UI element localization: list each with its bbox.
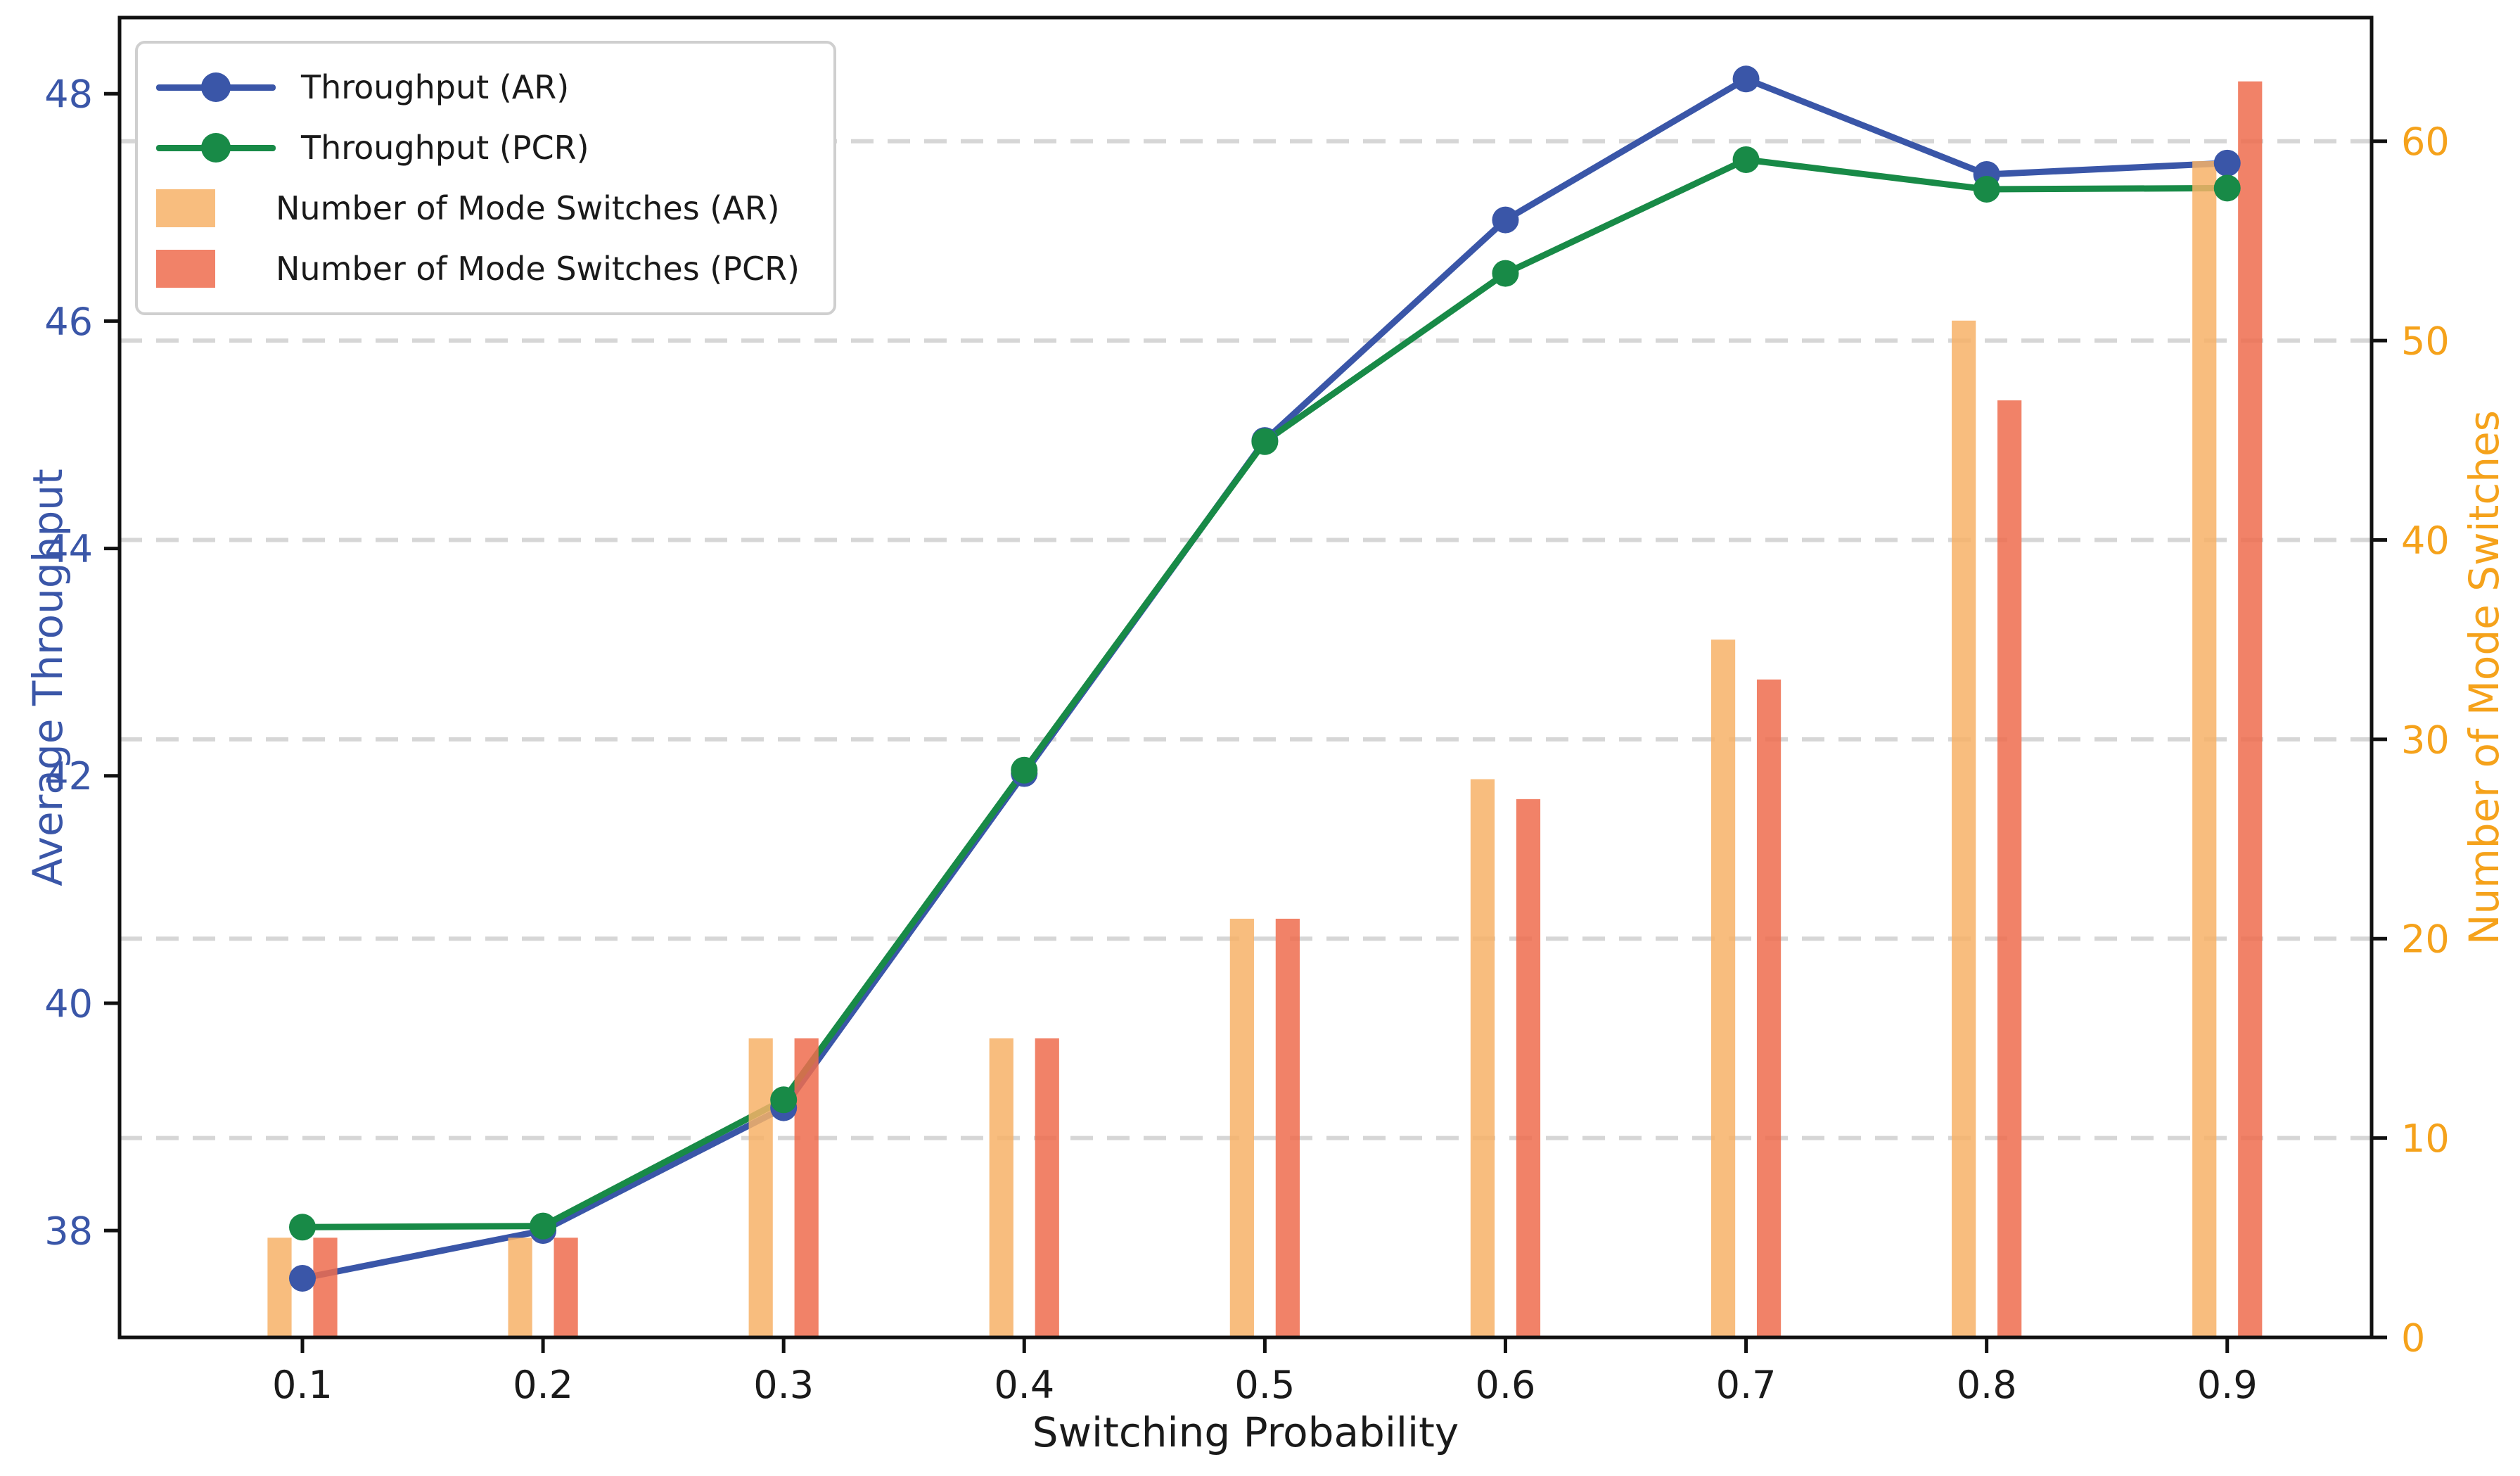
- y-left-axis-title: Average Throughput: [24, 469, 72, 886]
- bar-ar: [1952, 320, 1976, 1338]
- bar-pcr: [1516, 799, 1541, 1337]
- marker-ar: [1492, 206, 1519, 234]
- marker-pcr: [1251, 428, 1279, 455]
- legend-item-label: Throughput (PCR): [301, 129, 589, 167]
- line-series-pcr: [299, 156, 2231, 1230]
- bar-pcr: [313, 1238, 338, 1337]
- y-right-tick-label: 50: [2401, 319, 2450, 364]
- bar-swatch-ar-icon: [156, 189, 215, 227]
- marker-pcr: [288, 1214, 316, 1241]
- bar-pcr: [1035, 1038, 1059, 1337]
- bar-pcr: [794, 1038, 819, 1337]
- bar-pcr: [1997, 400, 2022, 1337]
- y-right-tick-label: 20: [2401, 917, 2450, 962]
- marker-ar: [288, 1264, 316, 1292]
- bar-ar: [1470, 779, 1495, 1337]
- y-right-tick-label: 30: [2401, 718, 2450, 762]
- line-marker-swatch-ar-icon: [156, 72, 276, 102]
- y-right-tick-label: 0: [2401, 1316, 2425, 1360]
- legend-item-switches-ar: Number of Mode Switches (AR): [156, 182, 800, 235]
- y-left-tick-label: 48: [44, 72, 93, 117]
- bar-pcr: [1756, 679, 1782, 1337]
- bar-ar: [508, 1238, 532, 1337]
- x-tick-label: 0.4: [994, 1363, 1054, 1407]
- bar-ar: [267, 1238, 292, 1337]
- bar-pcr: [1275, 918, 1300, 1337]
- marker-pcr: [530, 1212, 557, 1240]
- x-axis-title: Switching Probability: [1032, 1408, 1459, 1456]
- marker-pcr: [1732, 146, 1760, 173]
- marker-ar: [1732, 65, 1760, 93]
- marker-pcr: [2213, 174, 2241, 202]
- legend: Throughput (AR) Throughput (PCR) Number …: [135, 41, 837, 315]
- bar-ar: [748, 1038, 773, 1337]
- y-left-tick-label: 40: [44, 981, 93, 1026]
- x-tick-label: 0.1: [272, 1363, 333, 1407]
- y-right-tick-label: 10: [2401, 1116, 2450, 1161]
- x-tick-label: 0.9: [2197, 1363, 2258, 1407]
- legend-item-label: Number of Mode Switches (AR): [276, 189, 780, 227]
- x-tick-label: 0.3: [753, 1363, 814, 1407]
- bar-swatch-pcr-icon: [156, 250, 215, 288]
- x-tick-label: 0.2: [513, 1363, 573, 1407]
- x-tick-label: 0.5: [1234, 1363, 1295, 1407]
- legend-item-switches-pcr: Number of Mode Switches (PCR): [156, 242, 800, 295]
- marker-pcr: [1011, 756, 1038, 784]
- legend-item-throughput-ar: Throughput (AR): [156, 61, 800, 114]
- y-left-tick-label: 46: [44, 300, 93, 344]
- y-right-tick-label: 60: [2401, 120, 2450, 164]
- bar-ar: [2192, 161, 2217, 1337]
- line-marker-swatch-pcr-icon: [156, 133, 276, 163]
- marker-ar: [2213, 149, 2241, 177]
- legend-item-label: Throughput (AR): [301, 68, 570, 106]
- x-tick-label: 0.7: [1716, 1363, 1777, 1407]
- marker-pcr: [770, 1086, 798, 1114]
- x-tick-label: 0.6: [1476, 1363, 1536, 1407]
- x-tick-label: 0.8: [1957, 1363, 2017, 1407]
- bar-pcr: [2238, 81, 2263, 1338]
- y-left-tick-label: 44: [44, 527, 93, 571]
- y-left-tick-label: 42: [44, 754, 93, 799]
- bar-ar: [989, 1038, 1013, 1337]
- bar-ar: [1229, 918, 1254, 1337]
- bar-pcr: [554, 1238, 578, 1337]
- y-left-tick-label: 38: [44, 1209, 93, 1254]
- marker-pcr: [1973, 175, 2000, 203]
- legend-item-label: Number of Mode Switches (PCR): [276, 250, 800, 288]
- plot-border: [117, 15, 2374, 1340]
- y-right-axis-title: Number of Mode Switches: [2460, 410, 2508, 945]
- marker-pcr: [1492, 260, 1519, 287]
- bar-ar: [1710, 640, 1736, 1337]
- legend-item-throughput-pcr: Throughput (PCR): [156, 121, 800, 174]
- y-right-tick-label: 40: [2401, 518, 2450, 563]
